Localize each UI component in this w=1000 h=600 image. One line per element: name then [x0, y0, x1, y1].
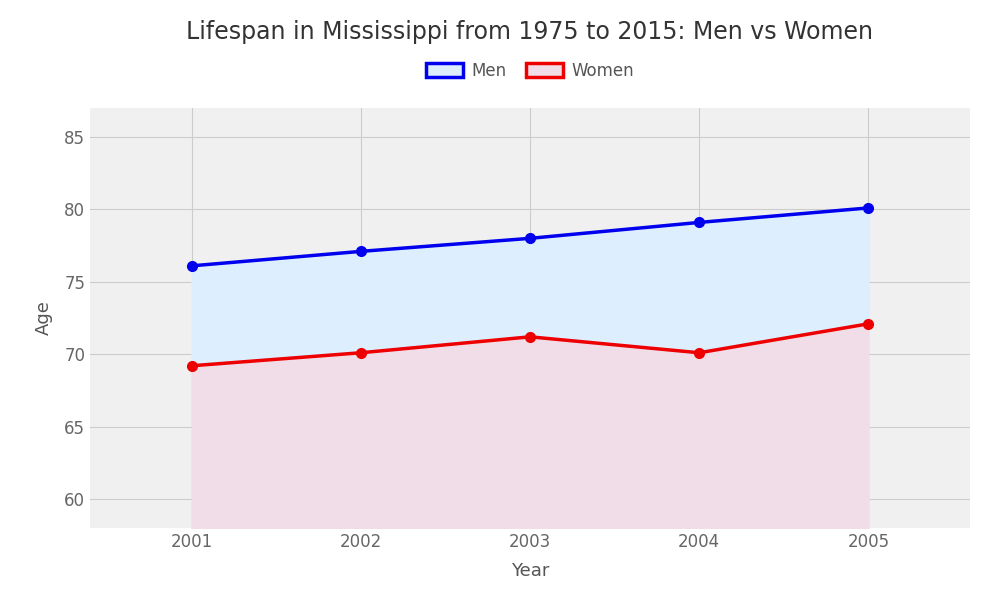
Title: Lifespan in Mississippi from 1975 to 2015: Men vs Women: Lifespan in Mississippi from 1975 to 201… — [186, 20, 874, 44]
Legend: Men, Women: Men, Women — [426, 62, 634, 80]
X-axis label: Year: Year — [511, 562, 549, 580]
Y-axis label: Age: Age — [35, 301, 53, 335]
